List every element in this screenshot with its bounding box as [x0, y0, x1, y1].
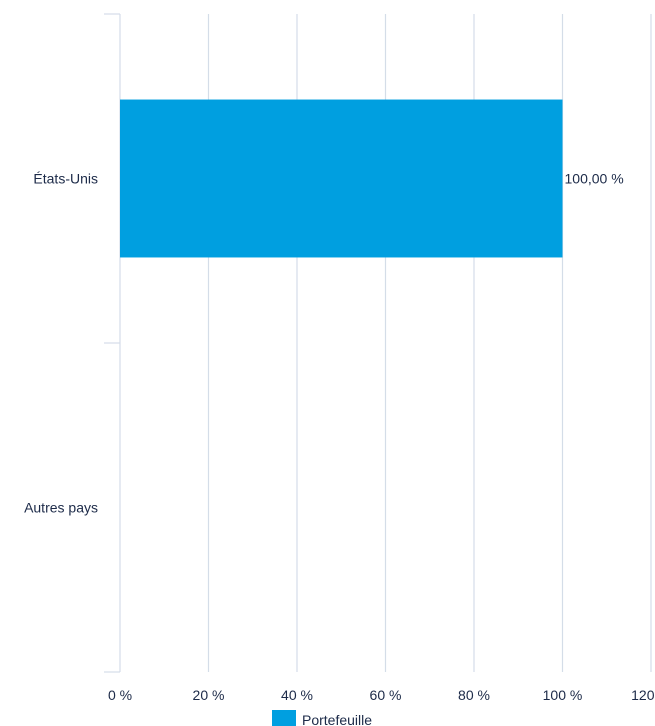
- x-tick-label: 120 %: [631, 687, 655, 703]
- bars: [120, 99, 563, 258]
- x-tick-label: 80 %: [458, 687, 490, 703]
- y-axis: [104, 13, 121, 673]
- category-label-2: Autres pays: [24, 500, 98, 516]
- legend: Portefeuille: [272, 710, 372, 726]
- x-tick-label: 40 %: [281, 687, 313, 703]
- data-labels: 100,00 %: [565, 171, 624, 187]
- legend-swatch: [272, 710, 296, 726]
- category-label-1: États-Unis: [33, 171, 98, 187]
- category-labels: États-Unis Autres pays: [24, 171, 98, 516]
- bar-1: [120, 99, 563, 258]
- data-label-1: 100,00 %: [565, 171, 624, 187]
- x-tick-label: 100 %: [543, 687, 583, 703]
- legend-label: Portefeuille: [302, 712, 372, 726]
- x-tick-label: 60 %: [370, 687, 402, 703]
- x-tick-label: 20 %: [193, 687, 225, 703]
- x-axis-tick-labels: 0 % 20 % 40 % 60 % 80 % 100 % 120 %: [108, 687, 655, 703]
- x-tick-label: 0 %: [108, 687, 132, 703]
